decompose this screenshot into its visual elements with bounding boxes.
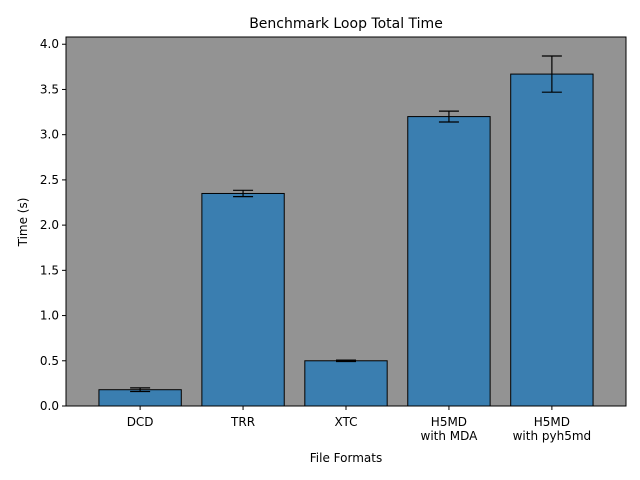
- x-tick-label-line: with MDA: [421, 429, 479, 443]
- y-tick-label-0: 0.0: [40, 399, 59, 413]
- bar-0: [99, 390, 181, 406]
- x-tick-label-1: TRR: [230, 415, 255, 429]
- y-tick-label-5: 2.5: [40, 173, 59, 187]
- bar-4: [511, 74, 593, 406]
- y-tick-label-1: 0.5: [40, 354, 59, 368]
- x-tick-label-line: H5MD: [431, 415, 467, 429]
- y-tick-label-2: 1.0: [40, 309, 59, 323]
- bar-2: [305, 361, 387, 406]
- chart-title: Benchmark Loop Total Time: [249, 16, 443, 32]
- y-tick-label-3: 1.5: [40, 263, 59, 277]
- x-axis-label: File Formats: [310, 451, 382, 465]
- x-tick-label-line: with pyh5md: [513, 429, 592, 443]
- x-tick-label-line: TRR: [230, 415, 255, 429]
- x-tick-label-line: H5MD: [534, 415, 570, 429]
- y-tick-label-7: 3.5: [40, 82, 59, 96]
- x-tick-label-line: DCD: [127, 415, 154, 429]
- x-tick-label-line: XTC: [334, 415, 357, 429]
- x-tick-label-2: XTC: [334, 415, 357, 429]
- bar-3: [408, 117, 490, 406]
- y-tick-label-8: 4.0: [40, 37, 59, 51]
- y-tick-label-4: 2.0: [40, 218, 59, 232]
- x-tick-label-0: DCD: [127, 415, 154, 429]
- y-tick-label-6: 3.0: [40, 128, 59, 142]
- y-axis-label: Time (s): [16, 198, 30, 248]
- bar-1: [202, 193, 284, 406]
